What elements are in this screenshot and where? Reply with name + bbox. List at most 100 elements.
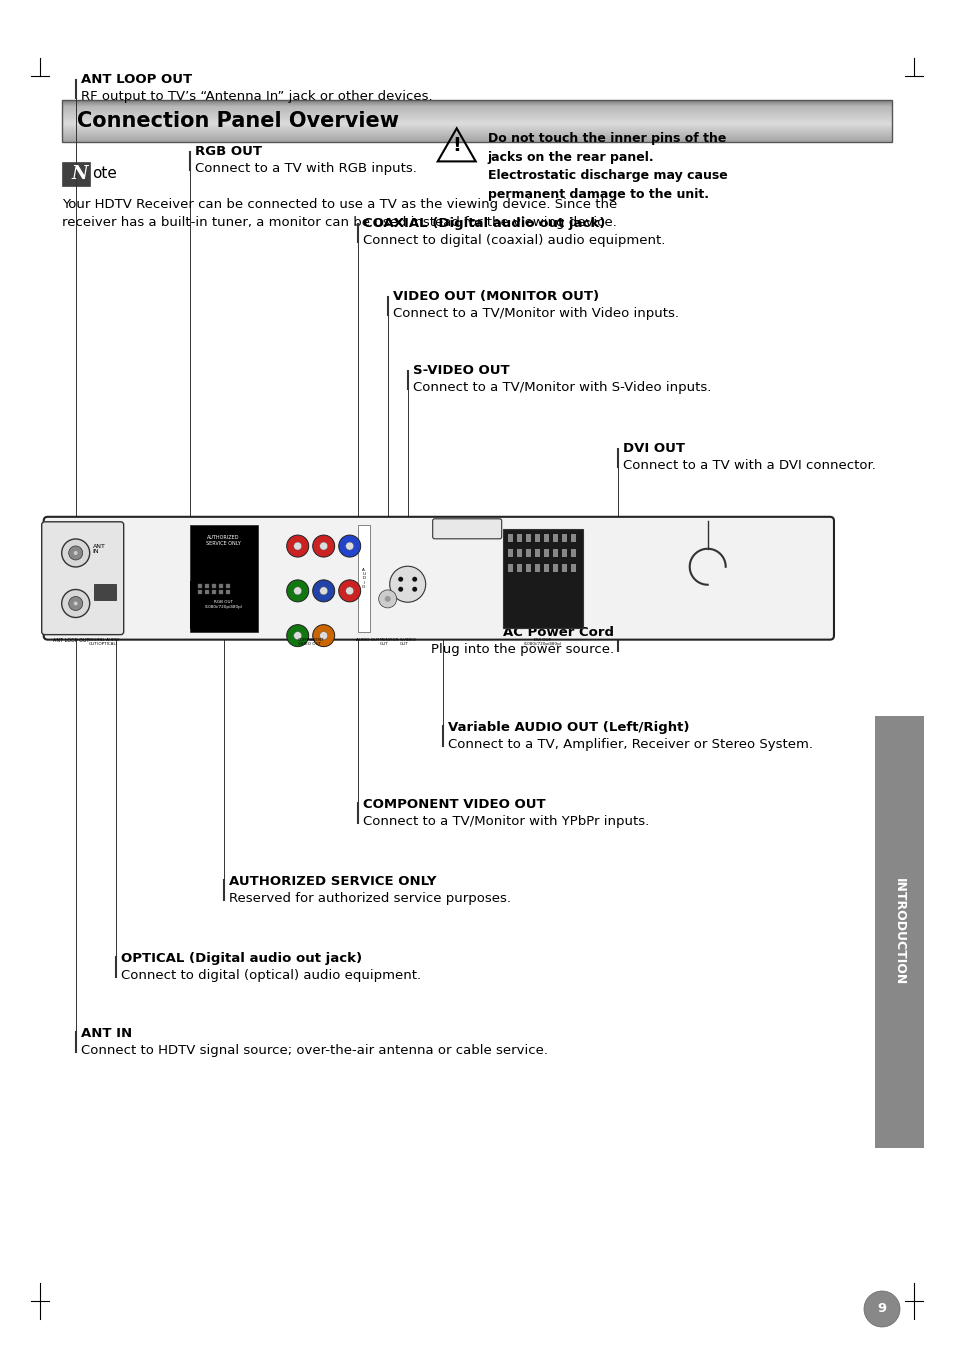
Bar bbox=[197, 584, 201, 588]
Text: AUDIO OUT: AUDIO OUT bbox=[355, 638, 378, 642]
Bar bbox=[226, 590, 230, 594]
Text: receiver has a built-in tuner, a monitor can be used instead for the viewing dev: receiver has a built-in tuner, a monitor… bbox=[62, 216, 617, 230]
Circle shape bbox=[319, 632, 328, 639]
Text: Connect to a TV/Monitor with Video inputs.: Connect to a TV/Monitor with Video input… bbox=[393, 307, 678, 320]
Bar bbox=[570, 563, 575, 571]
Text: 9: 9 bbox=[877, 1302, 885, 1316]
Circle shape bbox=[73, 601, 77, 605]
Circle shape bbox=[294, 542, 301, 550]
Bar bbox=[570, 534, 575, 542]
Bar bbox=[212, 590, 215, 594]
Circle shape bbox=[397, 586, 403, 592]
Text: ANT IN: ANT IN bbox=[81, 1027, 132, 1040]
Text: Plug into the power source.: Plug into the power source. bbox=[430, 643, 613, 657]
Bar bbox=[552, 563, 558, 571]
Circle shape bbox=[397, 577, 403, 582]
Bar bbox=[502, 528, 582, 628]
Text: VIDEO OUT (MONITOR OUT): VIDEO OUT (MONITOR OUT) bbox=[393, 289, 598, 303]
Bar bbox=[543, 534, 548, 542]
Circle shape bbox=[863, 1292, 899, 1327]
Bar bbox=[218, 590, 222, 594]
Circle shape bbox=[389, 566, 425, 603]
Text: !: ! bbox=[452, 136, 460, 155]
Circle shape bbox=[69, 546, 83, 559]
Bar bbox=[552, 534, 558, 542]
Text: Connect to a TV/Monitor with S-Video inputs.: Connect to a TV/Monitor with S-Video inp… bbox=[413, 381, 710, 394]
Circle shape bbox=[62, 589, 90, 617]
Bar bbox=[517, 549, 521, 557]
Bar bbox=[534, 549, 539, 557]
Text: Connect to a TV with RGB inputs.: Connect to a TV with RGB inputs. bbox=[194, 162, 416, 176]
Text: DIGITAL AUDIO
OUT(OPTICAL): DIGITAL AUDIO OUT(OPTICAL) bbox=[89, 638, 119, 646]
Text: A
U
D
I
O: A U D I O bbox=[362, 567, 365, 589]
Text: INTRODUCTION: INTRODUCTION bbox=[892, 878, 905, 986]
Circle shape bbox=[313, 624, 335, 647]
Circle shape bbox=[294, 632, 301, 639]
Text: Connection Panel Overview: Connection Panel Overview bbox=[77, 111, 398, 131]
Text: S-VIDEO OUT: S-VIDEO OUT bbox=[413, 363, 509, 377]
Text: RGB OUT: RGB OUT bbox=[194, 145, 261, 158]
Bar bbox=[517, 563, 521, 571]
Bar bbox=[218, 584, 222, 588]
Bar bbox=[552, 549, 558, 557]
Circle shape bbox=[338, 580, 360, 601]
Bar bbox=[62, 162, 90, 186]
Text: Connect to digital (optical) audio equipment.: Connect to digital (optical) audio equip… bbox=[121, 969, 420, 982]
Bar bbox=[197, 590, 201, 594]
Bar bbox=[357, 524, 370, 632]
Circle shape bbox=[287, 580, 309, 601]
Text: Do not touch the inner pins of the
jacks on the rear panel.
Electrostatic discha: Do not touch the inner pins of the jacks… bbox=[487, 132, 727, 201]
Circle shape bbox=[73, 551, 77, 555]
Text: DVI OUT
(1080i/720p/480p): DVI OUT (1080i/720p/480p) bbox=[523, 638, 561, 646]
Bar bbox=[507, 534, 512, 542]
Text: Connect to a TV, Amplifier, Receiver or Stereo System.: Connect to a TV, Amplifier, Receiver or … bbox=[447, 738, 812, 751]
Text: RGB OUT
(1080i/720p/480p): RGB OUT (1080i/720p/480p) bbox=[204, 600, 243, 609]
Bar bbox=[525, 563, 530, 571]
Circle shape bbox=[313, 580, 335, 601]
Circle shape bbox=[384, 596, 391, 603]
Bar bbox=[561, 534, 566, 542]
Text: Connect to a TV/Monitor with YPbPr inputs.: Connect to a TV/Monitor with YPbPr input… bbox=[362, 815, 648, 828]
Circle shape bbox=[412, 586, 416, 592]
Bar bbox=[507, 563, 512, 571]
Text: AC Power Cord: AC Power Cord bbox=[502, 626, 613, 639]
Bar bbox=[874, 716, 923, 1148]
Text: AUTHORIZED SERVICE ONLY: AUTHORIZED SERVICE ONLY bbox=[229, 874, 436, 888]
Circle shape bbox=[69, 597, 83, 611]
Bar bbox=[93, 584, 115, 600]
FancyBboxPatch shape bbox=[433, 519, 501, 539]
Circle shape bbox=[319, 542, 328, 550]
Text: ANT LOOP OUT: ANT LOOP OUT bbox=[52, 638, 89, 643]
Text: Connect to a TV with a DVI connector.: Connect to a TV with a DVI connector. bbox=[622, 459, 875, 473]
Circle shape bbox=[294, 586, 301, 594]
Bar bbox=[534, 563, 539, 571]
Bar bbox=[561, 549, 566, 557]
Text: COMPONENT VIDEO OUT: COMPONENT VIDEO OUT bbox=[362, 797, 545, 811]
Bar bbox=[226, 584, 230, 588]
Text: MONITOR
OUT: MONITOR OUT bbox=[379, 638, 398, 646]
Text: AUTHORIZED
SERVICE ONLY: AUTHORIZED SERVICE ONLY bbox=[206, 535, 241, 546]
Text: RF output to TV’s “Antenna In” jack or other devices.: RF output to TV’s “Antenna In” jack or o… bbox=[81, 91, 432, 104]
Circle shape bbox=[313, 535, 335, 557]
Text: Variable AUDIO OUT (Left/Right): Variable AUDIO OUT (Left/Right) bbox=[447, 720, 688, 734]
Circle shape bbox=[345, 542, 354, 550]
Bar bbox=[507, 549, 512, 557]
Text: Your HDTV Receiver can be connected to use a TV as the viewing device. Since the: Your HDTV Receiver can be connected to u… bbox=[62, 199, 617, 211]
Bar bbox=[205, 590, 209, 594]
Bar bbox=[205, 584, 209, 588]
Text: COMPONENT
VIDEO OUT: COMPONENT VIDEO OUT bbox=[297, 638, 324, 646]
Text: S-VIDEO
OUT: S-VIDEO OUT bbox=[399, 638, 416, 646]
Text: ANT LOOP OUT: ANT LOOP OUT bbox=[81, 73, 192, 86]
Circle shape bbox=[338, 535, 360, 557]
Bar bbox=[190, 524, 257, 632]
Bar bbox=[543, 549, 548, 557]
Bar bbox=[570, 549, 575, 557]
Bar bbox=[62, 100, 891, 142]
Circle shape bbox=[345, 586, 354, 594]
Circle shape bbox=[62, 539, 90, 567]
Text: Connect to HDTV signal source; over-the-air antenna or cable service.: Connect to HDTV signal source; over-the-… bbox=[81, 1044, 547, 1058]
Text: ANT
IN: ANT IN bbox=[92, 543, 106, 554]
Text: N: N bbox=[71, 165, 88, 182]
Bar bbox=[561, 563, 566, 571]
Bar bbox=[525, 549, 530, 557]
